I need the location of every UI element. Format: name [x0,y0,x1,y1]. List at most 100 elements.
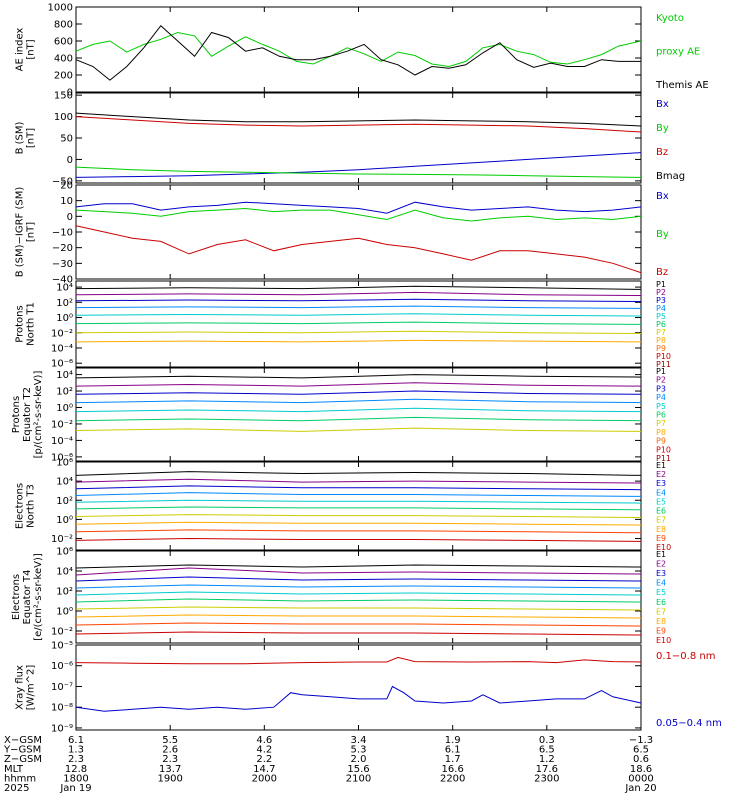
y-tick-label: 10⁻⁴ [51,436,73,447]
y-axis-label: Electrons [11,574,22,620]
y-tick-label: 10⁰ [56,607,73,618]
y-tick-label: 10⁻⁷ [51,682,73,693]
series-p2 [75,382,642,387]
series-e1 [75,471,642,476]
legend-entry: P10 [656,352,671,361]
x-row-value: Jan 20 [624,783,656,794]
y-tick-label: −20 [52,243,73,254]
series-bmag [75,112,642,127]
legend-entry: E2 [656,470,666,479]
y-tick-label: 10⁰ [56,313,73,324]
legend-entry: E10 [656,636,671,645]
y-tick-label: 10⁻² [51,627,73,638]
x-row-value: 5.5 [162,735,178,746]
legend-entry: Bz [656,147,668,158]
y-tick-label: 20 [60,181,73,192]
y-tick-label: 10⁻² [51,419,73,430]
y-axis-label: Xray flux [15,665,26,710]
panel-frame [75,550,642,644]
series-kyoto-proxy-ae [75,31,642,68]
legend-entry: By [656,123,669,134]
series-p5 [75,407,642,413]
series-bx [75,152,642,178]
y-tick-label: 10² [56,496,73,507]
legend-entry: P3 [656,296,666,305]
legend-entry: E3 [656,479,666,488]
y-tick-label: 10⁻⁶ [51,359,73,370]
y-tick-label: −30 [52,259,73,270]
legend-entry: E7 [656,607,666,616]
y-tick-label: 10⁰ [56,403,73,414]
y-tick-label: 10⁶ [56,458,73,469]
legend-entry: Bmag [656,171,685,182]
legend-entry: P3 [656,384,666,393]
legend-entry: 0.1−0.8 nm [656,651,715,662]
legend-entry: E8 [656,617,666,626]
legend-entry: P1 [656,367,666,376]
series-p4 [75,305,642,309]
y-tick-label: 10² [56,298,73,309]
series-e7 [75,606,642,611]
legend-entry: By [656,229,669,240]
legend-entry: P6 [656,411,666,420]
y-tick-label: 10⁻⁶ [51,452,73,463]
x-row-value: Jan 19 [59,783,91,794]
legend-entry: P2 [656,288,666,297]
legend-entry: P9 [656,437,666,446]
x-row-value: 1900 [157,773,182,784]
series-e5 [75,499,642,504]
series-p1 [75,285,642,290]
y-tick-label: 10⁻⁵ [51,641,73,652]
y-tick-label: −50 [52,176,73,187]
series-p8 [75,339,642,343]
panel-2: 150 100 50 0 −50 B (SM) [nT] Bx By Bz Bmag [15,91,686,188]
legend-entry: proxy AE [656,47,700,58]
legend-entry: P9 [656,344,666,353]
x-row-value: 4.6 [256,735,272,746]
legend-entry: E2 [656,560,666,569]
series-p3 [75,390,642,395]
y-tick-label: 0 [67,155,73,166]
series-p1 [75,374,642,379]
x-row-value: 16.6 [442,764,464,775]
legend-entry: P8 [656,428,666,437]
x-row-value: 1.7 [445,754,461,765]
series-e6 [75,506,642,511]
legend-entry: E3 [656,569,666,578]
legend-entry: P11 [656,360,671,369]
legend-entry: P11 [656,454,671,463]
x-row-value: 6.1 [68,735,84,746]
y-axis-label: [nT] [26,39,37,59]
series-e1 [75,564,642,569]
legend-entry: E4 [656,579,666,588]
x-row-value: 1.2 [539,754,555,765]
series-0-1-0-8-nm [75,656,642,665]
series-e6 [75,598,642,603]
series-p4 [75,398,642,404]
y-axis-label: Equator T2 [22,387,33,442]
x-row-label: hhmm [4,773,36,784]
y-tick-label: 50 [60,134,73,145]
legend-entry: Bx [656,99,669,110]
y-tick-label: 200 [54,71,73,82]
y-axis-label: [e/(cm²-s-sr-keV)] [33,553,44,641]
series-by [75,166,642,178]
x-row-label: 2025 [4,783,29,794]
legend-entry: E6 [656,507,666,516]
x-row-value: 2000 [252,773,277,784]
x-row-label: Y−GSM [3,745,41,756]
legend-entry: E5 [656,497,666,506]
legend-entry: Kyoto [656,13,684,24]
y-axis-label: North T1 [26,302,37,346]
series-bz [75,116,642,133]
y-axis-label: [nT] [26,222,37,242]
series-p7 [75,427,642,432]
x-row-label: Z−GSM [4,754,42,765]
series-e10 [75,631,642,636]
legend-entry: E9 [656,534,666,543]
legend-entry: P10 [656,445,671,454]
legend-entry: Themis AE [655,80,709,91]
legend-entry: 0.05−0.4 nm [656,718,722,729]
y-axis-label: [W/m^2] [26,665,37,711]
